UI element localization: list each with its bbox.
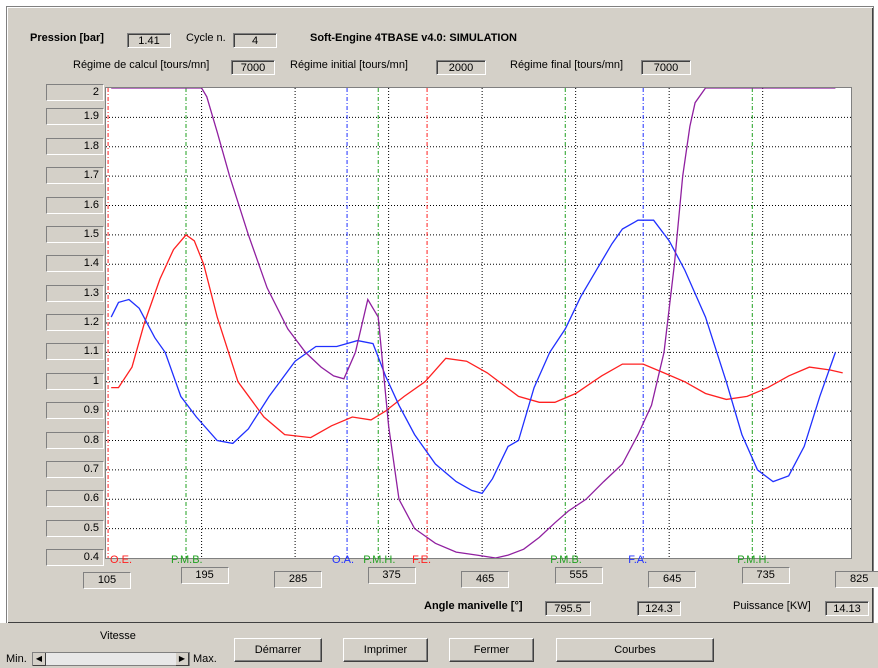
x-tick-label: 195 — [180, 567, 229, 584]
y-tick-label: 1.4 — [46, 255, 104, 273]
angle-label: Angle manivelle [°] — [424, 600, 523, 612]
scroll-left-icon[interactable]: ◀ — [33, 653, 46, 666]
y-tick-label: 0.5 — [46, 519, 104, 537]
event-label: P.M.H. — [363, 554, 396, 566]
event-label: P.M.H. — [737, 554, 770, 566]
event-label: O.A. — [332, 554, 355, 566]
x-tick-label: 825 — [835, 571, 878, 588]
x-tick-label: 375 — [367, 567, 416, 584]
regime-final-field: 7000 — [641, 60, 691, 75]
regime-calcul-label: Régime de calcul [tours/mn] — [73, 59, 210, 71]
y-tick-label: 1.2 — [46, 314, 104, 331]
series-line-purple — [111, 87, 836, 559]
vitesse-label: Vitesse — [100, 630, 136, 642]
vitesse-slider[interactable]: ◀ ▶ — [32, 652, 190, 666]
y-tick-label: 0.7 — [46, 460, 104, 478]
puissance-label: Puissance [KW] — [733, 600, 811, 612]
event-label: P.M.B. — [550, 554, 582, 566]
y-tick-label: 0.9 — [46, 402, 104, 420]
regime-calcul-field: 7000 — [231, 60, 275, 75]
y-tick-label: 0.4 — [46, 549, 104, 566]
x-tick-label: 285 — [274, 571, 323, 588]
y-tick-label: 1.5 — [46, 225, 104, 243]
scroll-right-icon[interactable]: ▶ — [176, 653, 189, 666]
max-label: Max. — [193, 653, 217, 665]
y-tick-label: 1.8 — [46, 137, 104, 155]
event-label: F.A. — [628, 554, 648, 566]
regime-initial-label: Régime initial [tours/mn] — [290, 59, 408, 71]
app-title: Soft-Engine 4TBASE v4.0: SIMULATION — [310, 32, 517, 44]
imprimer-button[interactable]: Imprimer — [343, 638, 428, 662]
courbes-button[interactable]: Courbes — [556, 638, 714, 662]
angle-value-field: 795.5 — [545, 601, 591, 616]
y-tick-label: 2 — [46, 84, 104, 101]
y-tick-label: 0.8 — [46, 431, 104, 449]
x-tick-label: 555 — [554, 567, 603, 584]
y-tick-label: 1.9 — [46, 108, 104, 126]
cycle-label: Cycle n. — [186, 32, 226, 44]
pression-label: Pression [bar] — [30, 32, 104, 44]
puissance-value-field: 14.13 — [825, 601, 869, 616]
regime-final-label: Régime final [tours/mn] — [510, 59, 624, 71]
pression-value-field: 1.41 — [127, 33, 171, 48]
y-tick-label: 1.3 — [46, 284, 104, 302]
min-label: Min. — [6, 653, 27, 665]
x-tick-label: 735 — [741, 567, 790, 584]
series-line-blue — [110, 219, 837, 495]
y-tick-label: 1.1 — [46, 343, 104, 361]
demarrer-button[interactable]: Démarrer — [234, 638, 322, 662]
x-tick-label: 645 — [648, 571, 697, 588]
cycle-value-field: 4 — [233, 33, 277, 48]
fermer-button[interactable]: Fermer — [449, 638, 534, 662]
regime-initial-field: 2000 — [436, 60, 486, 75]
x-tick-label: 465 — [461, 571, 510, 588]
event-label: O.E. — [110, 554, 133, 566]
y-tick-label: 0.6 — [46, 490, 104, 508]
chart-plot-area — [105, 87, 852, 559]
pressure-chart — [106, 87, 851, 559]
y-tick-label: 1.7 — [46, 167, 104, 185]
secondary-value-field: 124.3 — [637, 601, 681, 616]
series-line-red — [111, 234, 843, 439]
y-tick-label: 1 — [46, 372, 104, 390]
y-tick-label: 1.6 — [46, 196, 104, 214]
event-label: P.M.B. — [171, 554, 203, 566]
event-label: F.E. — [412, 554, 432, 566]
x-tick-label: 105 — [83, 572, 131, 589]
